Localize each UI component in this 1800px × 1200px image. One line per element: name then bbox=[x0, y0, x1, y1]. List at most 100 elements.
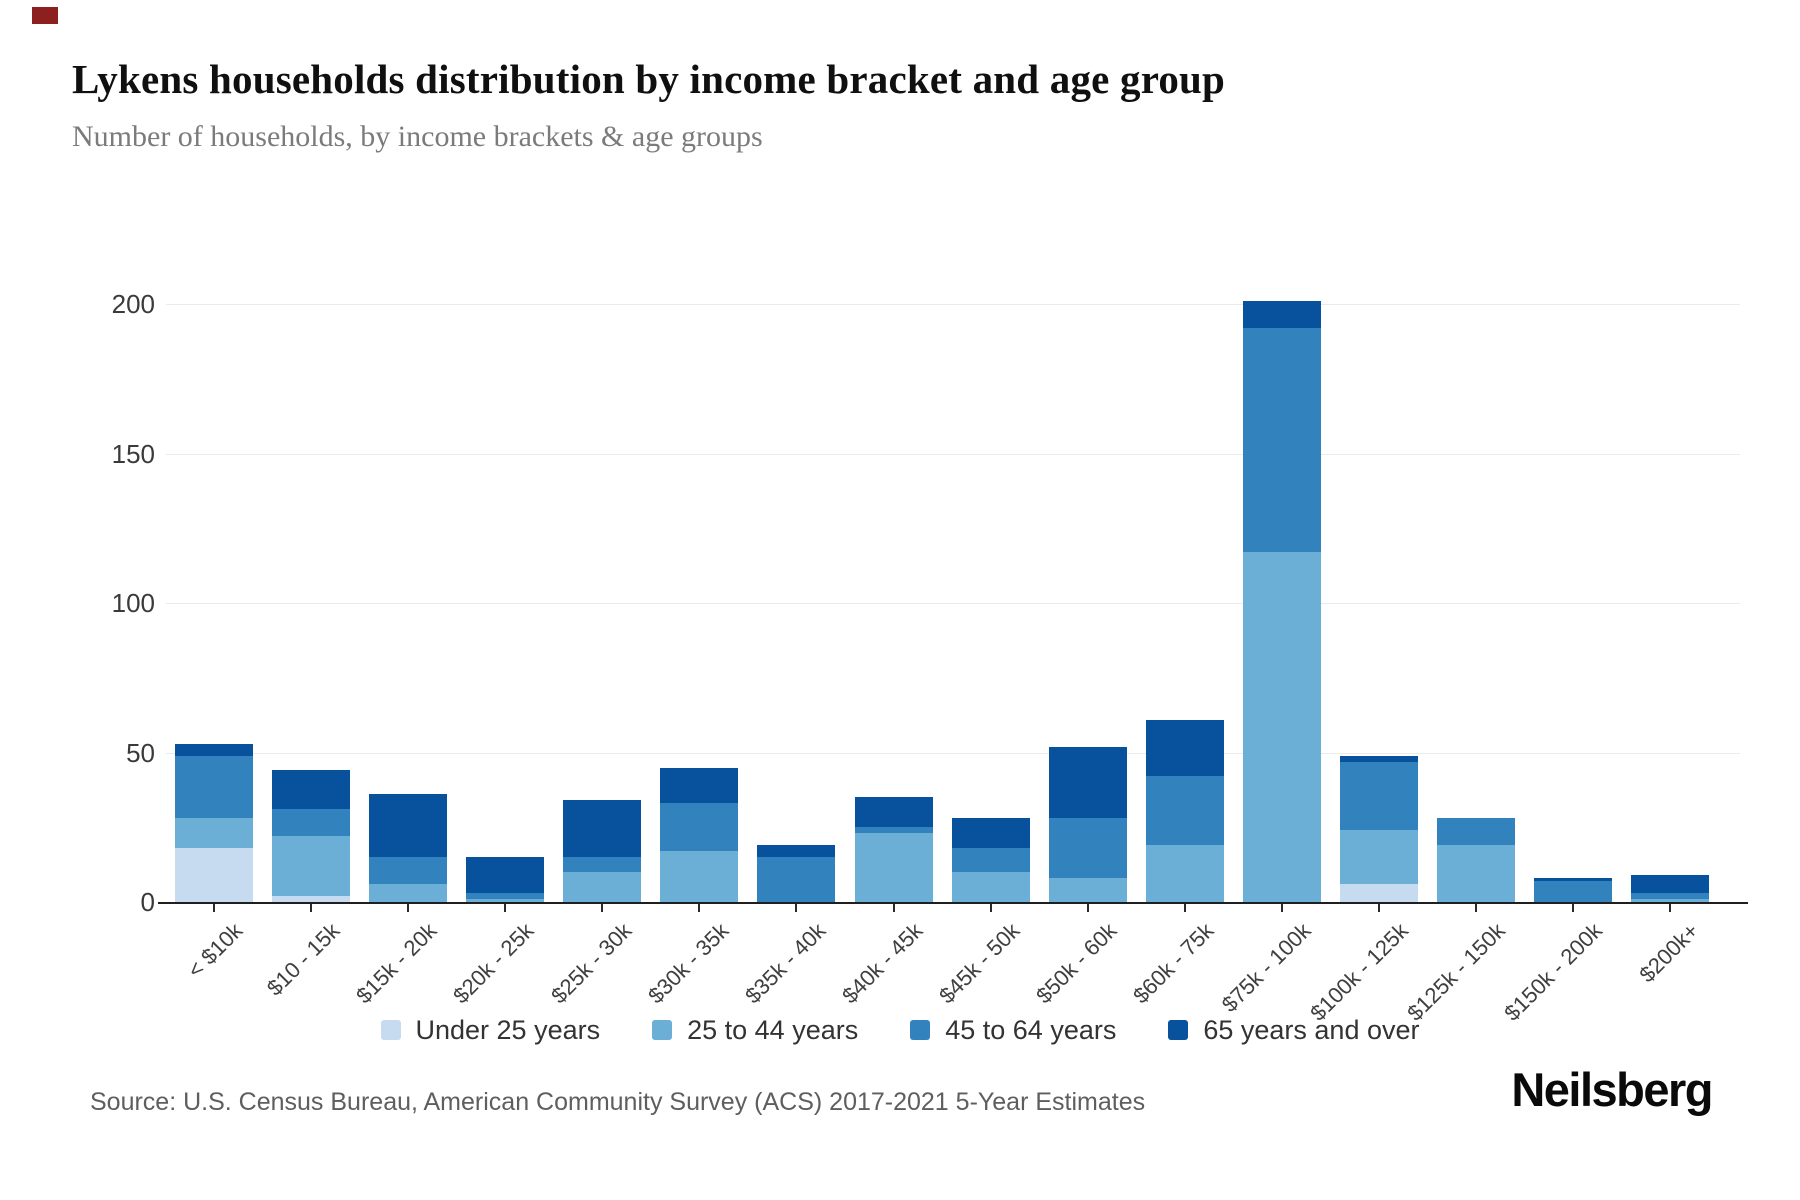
bar-segment[interactable] bbox=[854, 833, 933, 902]
bar-segment[interactable] bbox=[1534, 881, 1612, 902]
x-axis-label: $10 - 15k bbox=[262, 918, 345, 1001]
bar-segment[interactable] bbox=[951, 848, 1030, 873]
bar-segment[interactable] bbox=[1145, 719, 1224, 777]
x-axis-label: < $10k bbox=[182, 918, 248, 983]
x-axis-tick bbox=[892, 904, 895, 912]
gridline bbox=[166, 752, 1740, 754]
legend-label: 45 to 64 years bbox=[945, 1014, 1117, 1045]
bar-segment[interactable] bbox=[175, 743, 253, 756]
x-axis-label: $40k - 45k bbox=[836, 918, 928, 1009]
bar-segment[interactable] bbox=[951, 818, 1030, 849]
bar-segment[interactable] bbox=[1048, 818, 1127, 879]
bar-segment[interactable] bbox=[369, 857, 448, 884]
bar-segment[interactable] bbox=[1145, 845, 1224, 902]
bar-segment[interactable] bbox=[563, 800, 642, 858]
legend-label: 65 years and over bbox=[1203, 1014, 1420, 1045]
chart-subtitle: Number of households, by income brackets… bbox=[72, 120, 763, 153]
bar-segment[interactable] bbox=[1339, 884, 1418, 902]
bar-segment[interactable] bbox=[1339, 755, 1418, 762]
bar-segment[interactable] bbox=[660, 851, 739, 902]
y-axis-tick-label: 100 bbox=[111, 588, 155, 618]
bar-segment[interactable] bbox=[1048, 878, 1127, 902]
bar-segment[interactable] bbox=[951, 872, 1030, 902]
bar-segment[interactable] bbox=[1436, 818, 1515, 846]
x-axis-tick bbox=[1280, 904, 1283, 912]
gridline bbox=[166, 453, 1740, 455]
brand-logo: Neilsberg bbox=[1511, 1063, 1713, 1116]
legend-swatch bbox=[380, 1020, 401, 1040]
x-axis-label: $25k - 30k bbox=[545, 918, 636, 1009]
x-axis-tick bbox=[1086, 904, 1089, 912]
bar-segment[interactable] bbox=[854, 827, 933, 834]
bar-segment[interactable] bbox=[1339, 830, 1418, 884]
x-axis-label: $20k - 25k bbox=[448, 918, 539, 1009]
x-axis-tick bbox=[795, 904, 798, 912]
bar-segment[interactable] bbox=[1242, 301, 1321, 328]
legend-swatch bbox=[910, 1020, 931, 1040]
bar-segment[interactable] bbox=[660, 767, 739, 804]
bar-segment[interactable] bbox=[1436, 845, 1515, 902]
legend-item[interactable]: 45 to 64 years bbox=[910, 1015, 1116, 1046]
bar-segment[interactable] bbox=[563, 857, 642, 873]
bar-segment[interactable] bbox=[854, 797, 933, 828]
legend-item[interactable]: Under 25 years bbox=[380, 1014, 601, 1046]
bar-segment[interactable] bbox=[757, 857, 836, 902]
x-axis-label: $45k - 50k bbox=[933, 918, 1025, 1009]
bar-segment[interactable] bbox=[1631, 899, 1709, 902]
x-axis-tick bbox=[698, 904, 701, 912]
bar-segment[interactable] bbox=[1242, 327, 1321, 553]
bar-segment[interactable] bbox=[272, 836, 351, 896]
x-axis-label: $200k+ bbox=[1634, 918, 1704, 988]
bar-segment[interactable] bbox=[1242, 552, 1321, 902]
bar-segment[interactable] bbox=[272, 770, 351, 810]
x-axis-label: $60k - 75k bbox=[1128, 918, 1219, 1009]
bar-segment[interactable] bbox=[1631, 875, 1709, 893]
bar-segment[interactable] bbox=[563, 872, 642, 902]
gridline bbox=[166, 304, 1740, 305]
bar-segment[interactable] bbox=[660, 803, 739, 852]
legend: Under 25 years 25 to 44 years 45 to 64 yea… bbox=[0, 1008, 1800, 1052]
x-axis-label: $15k - 20k bbox=[351, 918, 442, 1009]
y-axis-tick-label: 150 bbox=[111, 438, 155, 469]
gridline bbox=[166, 603, 1740, 604]
bar-segment[interactable] bbox=[1339, 761, 1418, 831]
y-axis-tick-label: 200 bbox=[111, 289, 155, 319]
bar-segment[interactable] bbox=[175, 755, 253, 819]
x-axis-tick bbox=[1669, 904, 1671, 912]
y-axis-tick-label: 50 bbox=[126, 737, 155, 768]
x-axis-tick bbox=[1377, 904, 1380, 912]
x-axis-label: $50k - 60k bbox=[1030, 918, 1122, 1009]
x-axis-label: $75k - 100k bbox=[1216, 918, 1316, 1017]
bar-segment[interactable] bbox=[272, 896, 351, 902]
bar-segment[interactable] bbox=[757, 845, 836, 858]
x-axis-tick bbox=[601, 904, 604, 912]
bar-segment[interactable] bbox=[175, 818, 253, 849]
x-axis-tick bbox=[213, 904, 215, 912]
bar-segment[interactable] bbox=[175, 848, 253, 902]
x-axis-tick bbox=[504, 904, 507, 912]
bar-segment[interactable] bbox=[369, 794, 448, 858]
bar-segment[interactable] bbox=[272, 809, 351, 837]
legend-label: 25 to 44 years bbox=[687, 1014, 859, 1045]
bar-segment[interactable] bbox=[1534, 878, 1612, 882]
bar-segment[interactable] bbox=[1631, 893, 1709, 899]
legend-item[interactable]: 65 years and over bbox=[1168, 1014, 1420, 1046]
legend-item[interactable]: 25 to 44 years bbox=[652, 1015, 858, 1046]
bar-segment[interactable] bbox=[466, 893, 545, 899]
bar-segment[interactable] bbox=[369, 884, 448, 902]
y-axis-tick-label: 0 bbox=[140, 887, 155, 917]
x-axis-tick bbox=[1183, 904, 1186, 912]
x-axis-tick bbox=[1474, 904, 1477, 912]
bar-segment[interactable] bbox=[466, 857, 545, 893]
x-axis-tick bbox=[989, 904, 992, 912]
x-axis-label: $30k - 35k bbox=[642, 918, 733, 1009]
bar-segment[interactable] bbox=[1145, 776, 1224, 846]
bar-segment[interactable] bbox=[466, 899, 545, 902]
x-axis-tick bbox=[310, 904, 313, 912]
x-axis-line bbox=[158, 902, 1748, 904]
x-axis-tick bbox=[1572, 904, 1574, 912]
legend-label: Under 25 years bbox=[415, 1014, 601, 1045]
bar-segment[interactable] bbox=[1048, 746, 1127, 819]
x-axis-tick bbox=[407, 904, 410, 912]
